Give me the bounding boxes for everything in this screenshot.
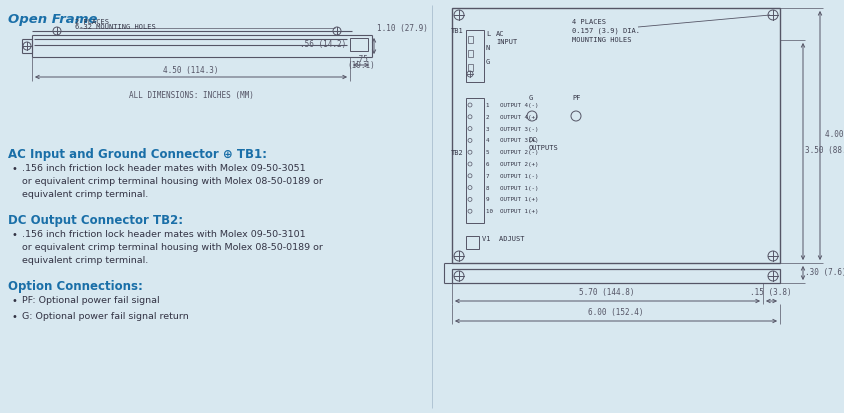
Text: .156 inch friction lock header mates with Molex 09-50-3051
or equivalent crimp t: .156 inch friction lock header mates wit…: [22, 164, 322, 199]
Text: 4.00 (101.6): 4.00 (101.6): [824, 131, 844, 140]
Bar: [349, 38, 368, 51]
Text: MOUNTING HOLES: MOUNTING HOLES: [571, 37, 630, 43]
Text: 2 PLACES: 2 PLACES: [75, 19, 109, 25]
Bar: [465, 30, 484, 82]
Text: 2   OUTPUT 4(+): 2 OUTPUT 4(+): [485, 115, 538, 120]
Text: •: •: [12, 296, 18, 306]
Text: ALL DIMENSIONS: INCHES (MM): ALL DIMENSIONS: INCHES (MM): [128, 91, 253, 100]
Text: Option Connections:: Option Connections:: [8, 280, 143, 293]
Text: TB1: TB1: [451, 28, 463, 34]
Text: 7   OUTPUT 1(-): 7 OUTPUT 1(-): [485, 174, 538, 179]
Text: 3.50 (88.9): 3.50 (88.9): [804, 147, 844, 156]
Text: 5   OUTPUT 2(-): 5 OUTPUT 2(-): [485, 150, 538, 155]
Text: 1   OUTPUT 4(-): 1 OUTPUT 4(-): [485, 103, 538, 108]
Text: .30 (7.6): .30 (7.6): [804, 268, 844, 278]
Text: 5.70 (144.8): 5.70 (144.8): [579, 288, 634, 297]
Text: DC Output Connector TB2:: DC Output Connector TB2:: [8, 214, 183, 227]
Text: 8   OUTPUT 1(-): 8 OUTPUT 1(-): [485, 185, 538, 191]
Text: V1  ADJUST: V1 ADJUST: [481, 236, 524, 242]
Text: 10  OUTPUT 1(+): 10 OUTPUT 1(+): [485, 209, 538, 214]
Bar: [468, 50, 473, 57]
Bar: [452, 8, 779, 263]
Bar: [452, 269, 779, 283]
Text: 0.157 (3.9) DIA.: 0.157 (3.9) DIA.: [571, 28, 639, 35]
Text: 1.10 (27.9): 1.10 (27.9): [376, 24, 427, 33]
Text: G: G: [528, 95, 533, 101]
Text: .15 (3.8): .15 (3.8): [749, 288, 791, 297]
Text: 6   OUTPUT 2(+): 6 OUTPUT 2(+): [485, 162, 538, 167]
Text: PF: PF: [571, 95, 580, 101]
Text: 4 PLACES: 4 PLACES: [571, 19, 605, 25]
Text: Open Frame: Open Frame: [8, 13, 97, 26]
Text: .75: .75: [354, 55, 367, 64]
Text: G: G: [485, 59, 490, 65]
Bar: [468, 64, 473, 71]
Text: N: N: [485, 45, 490, 51]
Text: 9   OUTPUT 1(+): 9 OUTPUT 1(+): [485, 197, 538, 202]
Text: .56 (14.2): .56 (14.2): [300, 40, 345, 49]
Text: •: •: [12, 164, 18, 174]
Text: .156 inch friction lock header mates with Molex 09-50-3101
or equivalent crimp t: .156 inch friction lock header mates wit…: [22, 230, 322, 265]
Text: TB2: TB2: [451, 150, 463, 156]
Text: AC
INPUT: AC INPUT: [495, 31, 517, 45]
Text: •: •: [12, 312, 18, 322]
Bar: [468, 36, 473, 43]
Text: AC Input and Ground Connector ⊕ TB1:: AC Input and Ground Connector ⊕ TB1:: [8, 148, 267, 161]
Text: 3   OUTPUT 3(-): 3 OUTPUT 3(-): [485, 127, 538, 132]
Text: 6.00 (152.4): 6.00 (152.4): [587, 308, 643, 317]
Text: (19.1): (19.1): [347, 61, 375, 70]
Text: L: L: [485, 31, 490, 37]
Text: PF: Optional power fail signal: PF: Optional power fail signal: [22, 296, 160, 305]
Text: 6-32 MOUNTING HOLES: 6-32 MOUNTING HOLES: [75, 24, 155, 30]
Bar: [465, 98, 484, 223]
Text: DC
OUTPUTS: DC OUTPUTS: [528, 137, 558, 151]
Text: •: •: [12, 230, 18, 240]
Text: 4   OUTPUT 3(+): 4 OUTPUT 3(+): [485, 138, 538, 143]
Text: 4.50 (114.3): 4.50 (114.3): [163, 66, 219, 75]
Text: G: Optional power fail signal return: G: Optional power fail signal return: [22, 312, 188, 321]
Bar: [465, 236, 479, 249]
